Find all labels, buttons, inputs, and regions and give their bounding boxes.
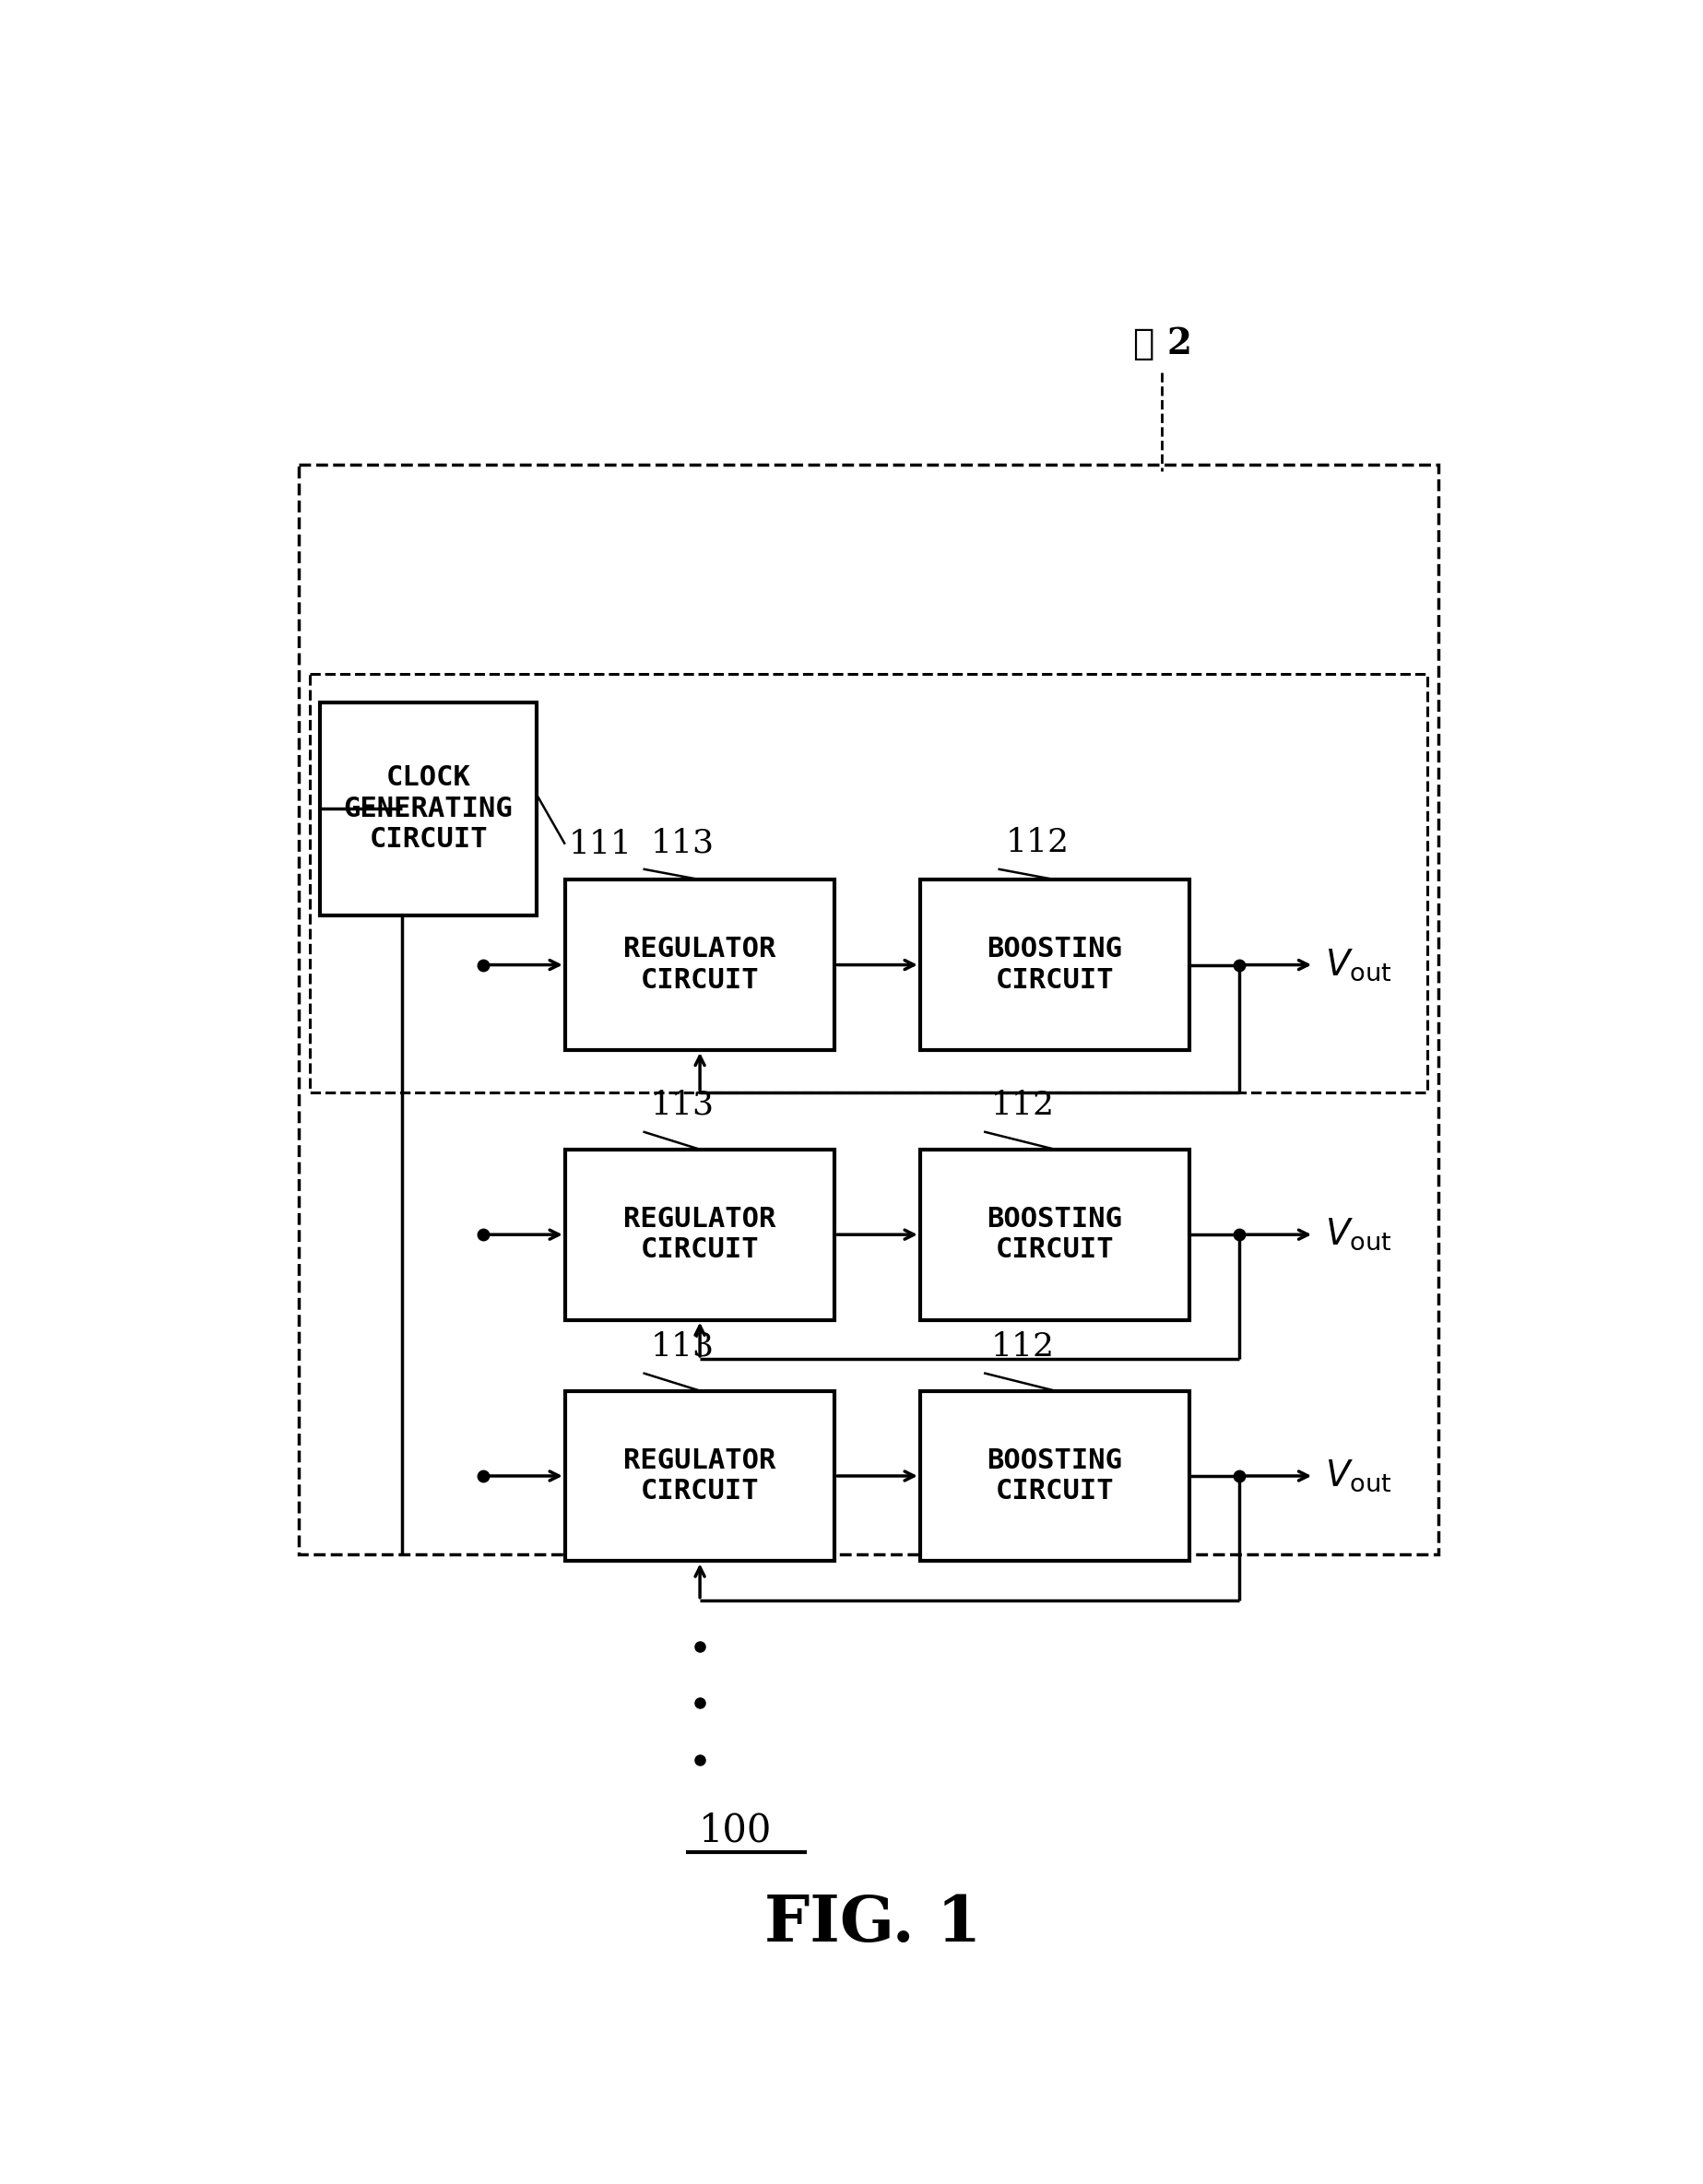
Text: 113: 113 [651,1330,714,1363]
Bar [565,880,834,1051]
Text: 112: 112 [991,1090,1054,1120]
Text: FIG. 1: FIG. 1 [765,1891,981,1955]
Text: 112: 112 [991,1330,1054,1363]
Text: 111: 111 [569,828,632,860]
Text: $V_{\mathrm{out}}$: $V_{\mathrm{out}}$ [1325,1459,1391,1494]
Bar [565,1391,834,1562]
Bar [565,1149,834,1319]
Bar [320,703,536,915]
Text: BOOSTING
CIRCUIT: BOOSTING CIRCUIT [988,937,1122,994]
Bar [920,880,1190,1051]
Text: 113: 113 [651,1090,714,1120]
Bar [310,675,1427,1092]
Text: REGULATOR
CIRCUIT: REGULATOR CIRCUIT [623,937,777,994]
Text: 100: 100 [698,1811,771,1850]
Text: $V_{\mathrm{out}}$: $V_{\mathrm{out}}$ [1325,1216,1391,1251]
Text: CLOCK
GENERATING
CIRCUIT: CLOCK GENERATING CIRCUIT [344,764,513,854]
Text: BOOSTING
CIRCUIT: BOOSTING CIRCUIT [988,1206,1122,1265]
Text: BOOSTING
CIRCUIT: BOOSTING CIRCUIT [988,1448,1122,1505]
Bar [920,1149,1190,1319]
Text: $V_{\mathrm{out}}$: $V_{\mathrm{out}}$ [1325,948,1391,983]
Bar [298,465,1439,1555]
Text: 112: 112 [1005,828,1069,858]
Text: 図 2: 図 2 [1132,325,1192,360]
Text: REGULATOR
CIRCUIT: REGULATOR CIRCUIT [623,1448,777,1505]
Text: REGULATOR
CIRCUIT: REGULATOR CIRCUIT [623,1206,777,1265]
Text: 113: 113 [651,828,714,858]
Bar [920,1391,1190,1562]
